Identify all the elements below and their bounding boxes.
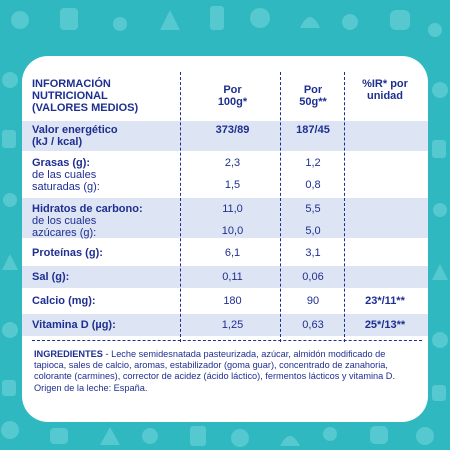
row-value-100g: 10,0 [221,225,244,237]
row-label: de las cuales [32,169,97,181]
row-sublabel: azúcares (g): [32,227,97,239]
header-per-50g: Por 50g** [299,84,327,108]
row-value-ir: 25*/13** [364,319,406,331]
row-value-50g: 1,2 [305,157,321,169]
row-value-ir [346,124,424,154]
row-label: Vitamina D (µg): [32,319,116,331]
row-value-100g: 2,3 [224,157,241,169]
header-ir-per-unit: %IR* por unidad [362,78,408,102]
ingredients-text: - Leche semidesnatada pasteurizada, azúc… [34,349,395,393]
table-row: Hidratos de carbono: 11,0 5,5 de los cua… [22,198,428,239]
row-value-100g: 1,25 [221,319,244,331]
row-label: Grasas (g): [32,157,91,169]
row-label: Proteínas (g): [32,247,103,259]
row-value-50g: 187/45 [296,124,330,136]
row-value-100g: 11,0 [222,203,243,215]
row-value-100g: 1,5 [224,179,241,191]
ingredients-heading: INGREDIENTES [34,349,103,359]
column-divider [180,72,181,342]
row-value-100g: 6,1 [224,247,241,259]
row-value-50g: 5,5 [305,203,321,215]
nutrition-card: INFORMACIÓN NUTRICIONAL (VALORES MEDIOS)… [22,56,428,422]
table-row: Vitamina D (µg): 1,25 0,63 25*/13** [22,314,428,336]
row-value-50g: 0,8 [305,179,321,191]
table-bottom-divider [32,340,422,341]
header-per-100g: Por 100g* [217,84,248,108]
row-value-100g: 180 [223,295,242,307]
table-row: Grasas (g): 2,3 1,2 de las cuales satura… [22,154,428,194]
row-label: de los cuales [32,215,97,227]
row-label: Valor energético [32,124,118,136]
row-label: Hidratos de carbono: [32,203,143,215]
row-value-50g: 0,63 [302,319,324,331]
row-label: Sal (g): [32,271,70,283]
row-value-50g: 0,06 [302,271,324,283]
table-row: Valor energético (kJ / kcal) 373/89 187/… [22,121,428,151]
row-value-100g: 373/89 [215,124,250,136]
column-divider [344,72,345,342]
table-row: Sal (g): 0,11 0,06 [22,266,428,288]
column-divider [280,72,281,342]
table-row: Proteínas (g): 6,1 3,1 [22,242,428,264]
table-header: INFORMACIÓN NUTRICIONAL (VALORES MEDIOS)… [22,78,428,118]
row-value-50g: 5,0 [305,225,321,237]
row-value-ir: 23*/11** [365,295,405,307]
row-value-50g: 90 [306,295,320,307]
header-title: INFORMACIÓN NUTRICIONAL (VALORES MEDIOS) [32,78,139,114]
row-value-50g: 3,1 [305,247,321,259]
ingredients-block: INGREDIENTES - Leche semidesnatada paste… [34,349,416,394]
table-row: Calcio (mg): 180 90 23*/11** [22,290,428,312]
row-label: Calcio (mg): [32,295,96,307]
row-sublabel: (kJ / kcal) [32,136,83,148]
row-sublabel: saturadas (g): [32,181,100,193]
row-value-100g: 0,11 [222,271,243,283]
